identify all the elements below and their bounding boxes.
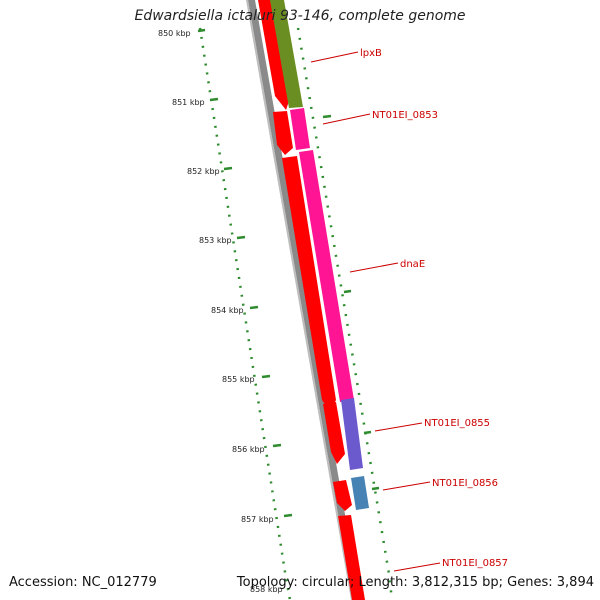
gene-label-leaders xyxy=(310,51,441,572)
map-title: Edwardsiella ictaluri 93-146, complete g… xyxy=(134,8,466,24)
inner-track-tick xyxy=(343,289,352,294)
backbone-highlight xyxy=(246,0,353,600)
leader-line xyxy=(349,262,399,273)
gene-arrow-red[interactable] xyxy=(333,480,352,511)
ruler-tick-label: 851 kbp xyxy=(172,98,205,107)
ruler-tick-label: 850 kbp xyxy=(158,29,191,38)
gene-label[interactable]: dnaE xyxy=(400,259,425,270)
gene-labels: lpxB NT01EI_0853 dnaE NT01EI_0855 NT01EI… xyxy=(360,48,508,569)
leader-line xyxy=(322,113,371,125)
accession-label: Accession: NC_012779 xyxy=(9,575,157,590)
annotation-features xyxy=(270,0,369,510)
leader-line xyxy=(310,51,359,63)
feature-blue[interactable] xyxy=(351,476,369,510)
ruler-tick-label: 852 kbp xyxy=(187,167,220,176)
ruler-tick-label: 856 kbp xyxy=(232,445,265,454)
leader-line xyxy=(382,481,431,491)
ruler-tick-label: 857 kbp xyxy=(241,515,274,524)
ruler-tick-mark xyxy=(261,374,271,379)
ruler-tick-label: 855 kbp xyxy=(222,375,255,384)
inner-track-tick xyxy=(371,486,380,491)
feature-purple[interactable] xyxy=(341,398,363,470)
ruler-tick-mark xyxy=(197,28,206,33)
gene-arrow-red[interactable] xyxy=(258,0,290,110)
topology-summary: Topology: circular; Length: 3,812,315 bp… xyxy=(236,575,594,590)
ruler-tick-mark xyxy=(249,305,259,310)
feature-pink[interactable] xyxy=(299,150,354,402)
ruler-tick-mark xyxy=(209,97,219,102)
gene-label[interactable]: NT01EI_0853 xyxy=(372,110,438,121)
ruler-tick-mark xyxy=(272,443,282,448)
gene-label[interactable]: NT01EI_0856 xyxy=(432,478,498,489)
inner-track-tick xyxy=(363,430,372,435)
ruler-tick-mark xyxy=(283,513,293,518)
gene-label[interactable]: lpxB xyxy=(360,48,382,59)
ruler-tick-label: 853 kbp xyxy=(199,236,232,245)
leader-line xyxy=(393,562,441,572)
forward-strand-genes xyxy=(258,0,365,600)
gene-label[interactable]: NT01EI_0857 xyxy=(442,558,508,569)
ruler-tick-label: 858 kbp xyxy=(250,585,283,594)
feature-pink[interactable] xyxy=(290,108,310,150)
ruler-tick-label: 854 kbp xyxy=(211,306,244,315)
gene-arrow-red[interactable] xyxy=(323,402,345,464)
backbone xyxy=(246,0,360,600)
gene-arrow-red[interactable] xyxy=(273,111,293,155)
leader-line xyxy=(374,422,423,432)
backbone-bar xyxy=(248,0,360,600)
inner-feature-track xyxy=(296,27,394,600)
gene-arrow-red[interactable] xyxy=(338,515,365,600)
inner-track-tick xyxy=(322,114,332,119)
ruler-tick-mark xyxy=(223,166,233,171)
feature-olive[interactable] xyxy=(270,0,303,108)
ruler-tick-mark xyxy=(236,235,246,240)
ruler-ticks: 850 kbp 851 kbp 852 kbp 853 kbp 854 kbp … xyxy=(158,28,293,594)
gene-label[interactable]: NT01EI_0855 xyxy=(424,418,490,429)
gene-arrow-red[interactable] xyxy=(282,156,336,412)
